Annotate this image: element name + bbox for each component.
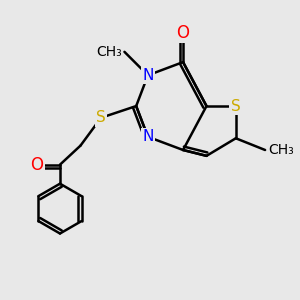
Text: S: S (96, 110, 106, 125)
Text: O: O (177, 24, 190, 42)
Text: CH₃: CH₃ (268, 143, 294, 157)
Text: O: O (30, 156, 43, 174)
Text: N: N (142, 129, 154, 144)
Text: S: S (231, 98, 241, 113)
Text: N: N (142, 68, 154, 83)
Text: CH₃: CH₃ (96, 45, 122, 59)
